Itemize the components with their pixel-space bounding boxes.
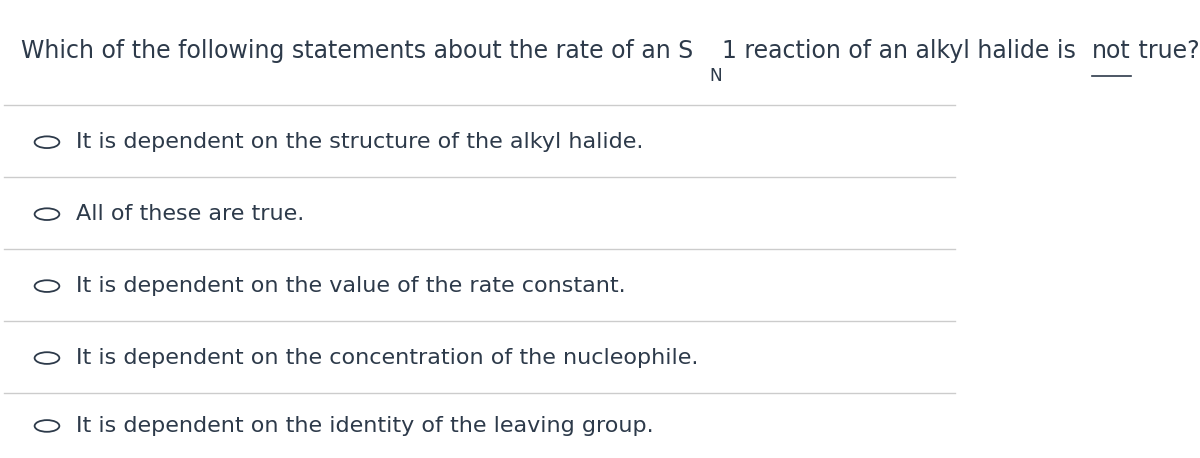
Text: N: N — [709, 67, 721, 85]
Text: All of these are true.: All of these are true. — [76, 204, 304, 224]
Text: It is dependent on the structure of the alkyl halide.: It is dependent on the structure of the … — [76, 132, 643, 152]
Text: It is dependent on the value of the rate constant.: It is dependent on the value of the rate… — [76, 276, 625, 296]
Text: 1 reaction of an alkyl halide is: 1 reaction of an alkyl halide is — [722, 39, 1084, 63]
Text: It is dependent on the identity of the leaving group.: It is dependent on the identity of the l… — [76, 416, 653, 436]
Text: It is dependent on the concentration of the nucleophile.: It is dependent on the concentration of … — [76, 348, 698, 368]
Text: true?: true? — [1132, 39, 1200, 63]
Text: not: not — [1092, 39, 1130, 63]
Text: Which of the following statements about the rate of an S: Which of the following statements about … — [22, 39, 694, 63]
